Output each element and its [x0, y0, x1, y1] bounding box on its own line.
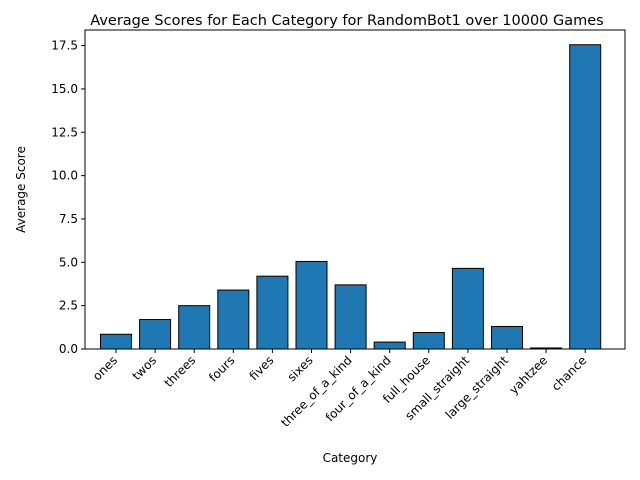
- bar-fives: [256, 275, 289, 350]
- bar-threes: [178, 305, 211, 350]
- x-tick-label: sixes: [285, 353, 316, 384]
- y-tick-label: 15.0: [51, 82, 78, 96]
- x-tick-label: fives: [247, 353, 277, 383]
- x-tick-label: twos: [129, 353, 159, 383]
- bar-small_straight: [451, 267, 484, 350]
- y-axis-label: Average Score: [14, 146, 28, 233]
- y-tick-label: 12.5: [51, 125, 78, 139]
- bar-four_of_a_kind: [373, 341, 406, 350]
- y-tick-label: 5.0: [59, 255, 78, 269]
- y-tick-label: 7.5: [59, 212, 78, 226]
- bar-fours: [217, 289, 250, 350]
- x-axis-label: Category: [323, 451, 378, 465]
- y-tick-label: 10.0: [51, 169, 78, 183]
- bar-three_of_a_kind: [334, 284, 367, 350]
- bar-twos: [139, 319, 172, 350]
- chart-title: Average Scores for Each Category for Ran…: [90, 13, 603, 29]
- bars: [100, 44, 602, 350]
- x-axis: ones twos threes fours fives sixesthree_of_a_…: [90, 349, 589, 430]
- x-tick-label: yahtzee: [506, 353, 550, 397]
- plot-frame: [84, 29, 626, 350]
- x-tick-label: three_of_a_kind: [278, 353, 354, 429]
- bar-ones: [100, 333, 132, 350]
- x-tick-label: chance: [549, 353, 589, 393]
- bar-sixes: [295, 260, 328, 350]
- y-tick-label: 2.5: [59, 299, 78, 313]
- y-axis: 0.0 2.5 5.0 7.5 10.0 12.5 15.0 17.5: [51, 39, 85, 356]
- x-tick-label: ones: [90, 353, 120, 383]
- x-tick-label: threes: [162, 353, 199, 390]
- x-tick-label: fours: [206, 353, 237, 384]
- y-tick-label: 17.5: [51, 39, 78, 53]
- bar-full_house: [412, 332, 445, 350]
- y-tick-label: 0.0: [59, 342, 78, 356]
- bar-large_straight: [491, 325, 523, 350]
- bar-chance: [569, 44, 602, 350]
